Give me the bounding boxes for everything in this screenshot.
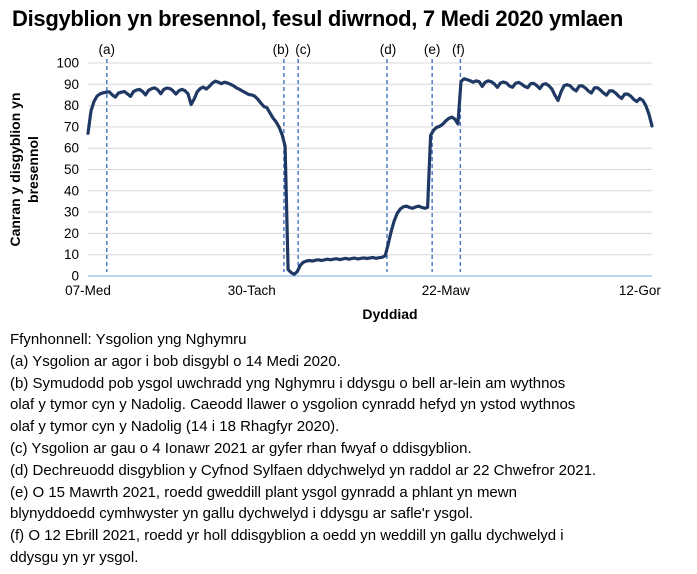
y-tick-label: 60 — [64, 141, 79, 156]
footnote-b: (b) Symudodd pob ysgol uwchradd yng Nghy… — [10, 374, 576, 436]
annotation-label-(d): (d) — [380, 42, 397, 57]
attendance-line — [86, 77, 654, 276]
annotation-label-(e): (e) — [424, 42, 441, 57]
y-tick-label: 10 — [64, 247, 79, 262]
footnote-f: (f) O 12 Ebrill 2021, roedd yr holl ddis… — [10, 527, 564, 566]
y-tick-label: 90 — [64, 77, 79, 92]
y-tick-label: 30 — [64, 205, 79, 220]
y-tick-label: 20 — [64, 226, 79, 241]
annotation-label-(a): (a) — [99, 42, 116, 57]
footnote-a: (a) Ysgolion ar agor i bob disgybl o 14 … — [10, 352, 341, 370]
x-axis-title: Dyddiad — [362, 306, 417, 322]
source-line: Ffynhonnell: Ysgolion yng Nghymru — [10, 331, 247, 348]
annotation-label-(b): (b) — [273, 42, 290, 57]
chart-title: Disgyblion yn bresennol, fesul diwrnod, … — [12, 6, 623, 31]
annotation-label-(c): (c) — [295, 42, 311, 57]
attendance-line-chart: 0 10 20 30 40 50 60 70 80 90 100 (a) (b) (c) (d) (e) (f)… — [7, 42, 662, 322]
y-tick-label: 70 — [64, 119, 79, 134]
footnote-c: (c) Ysgolion ar gau o 4 Ionawr 2021 ar g… — [10, 439, 472, 457]
y-tick-label: 0 — [71, 269, 79, 284]
annotation-label-(f): (f) — [452, 42, 465, 57]
x-tick-label: 22-Maw — [422, 283, 470, 298]
y-tick-label: 40 — [64, 183, 79, 198]
y-axis-title: bresennol — [25, 136, 41, 203]
y-tick-label: 80 — [64, 98, 79, 113]
footnotes: Ffynhonnell: Ysgolion yng Nghymru (a) Ys… — [10, 329, 678, 569]
footnote-e: (e) O 15 Mawrth 2021, roedd gweddill pla… — [10, 483, 517, 523]
y-tick-label: 50 — [64, 162, 79, 177]
x-tick-label: 30-Tach — [228, 283, 276, 298]
y-tick-label: 100 — [56, 56, 79, 71]
x-tick-label: 07-Med — [65, 283, 111, 298]
footnote-d: (d) Dechreuodd disgyblion y Cyfnod Sylfa… — [10, 461, 597, 479]
y-axis-title: Canran y disgyblion yn — [7, 92, 23, 246]
x-tick-label: 12-Gor — [619, 283, 662, 298]
